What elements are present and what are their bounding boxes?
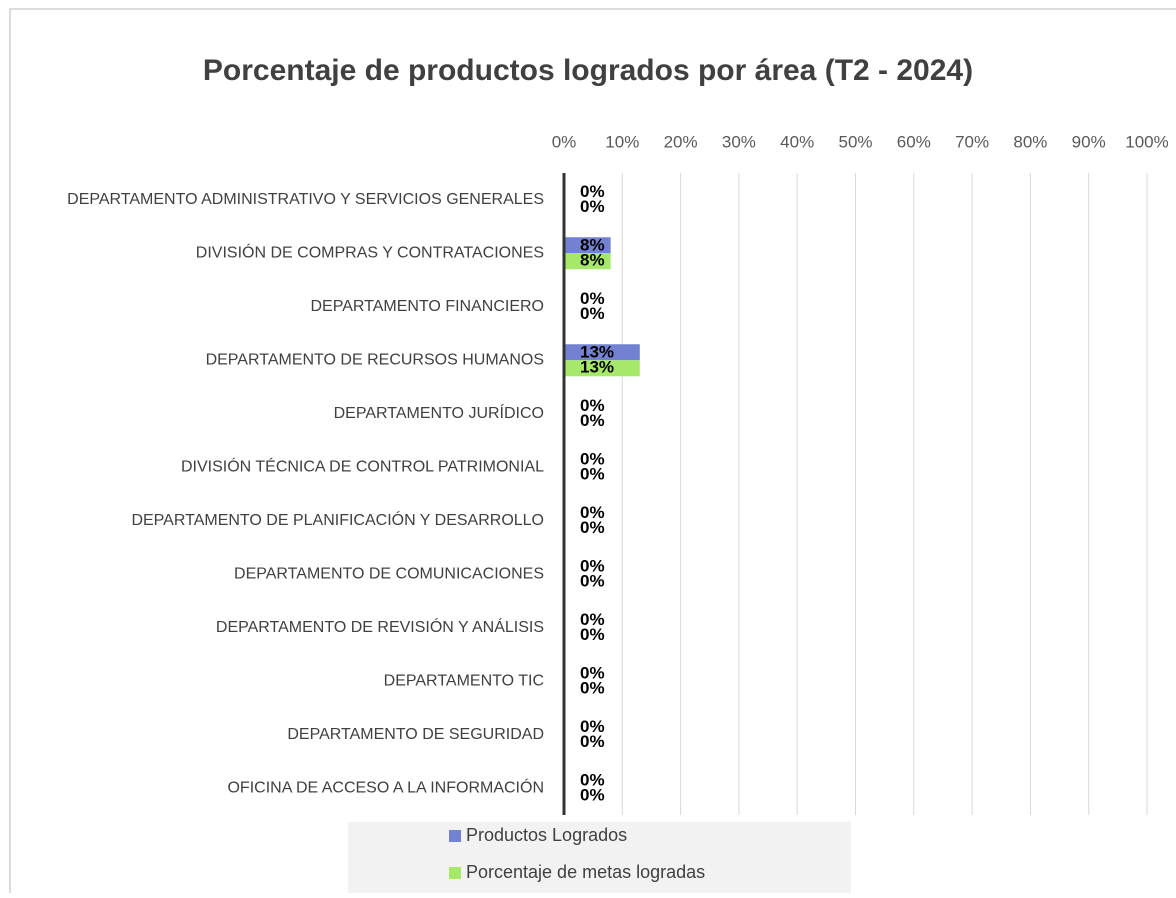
data-label: 0% <box>580 450 605 469</box>
x-tick-label: 50% <box>838 132 872 151</box>
data-label: 0% <box>580 503 605 522</box>
x-tick-label: 30% <box>722 132 756 151</box>
y-tick-label: DEPARTAMENTO DE REVISIÓN Y ANÁLISIS <box>216 617 544 636</box>
data-label: 0% <box>580 304 605 323</box>
y-tick-label: DIVISIÓN TÉCNICA DE CONTROL PATRIMONIAL <box>181 456 544 475</box>
x-tick-label: 40% <box>780 132 814 151</box>
x-tick-label: 80% <box>1013 132 1047 151</box>
data-label: 13% <box>580 343 614 362</box>
y-tick-label: DEPARTAMENTO JURÍDICO <box>334 403 544 422</box>
y-tick-label: DEPARTAMENTO FINANCIERO <box>310 298 544 315</box>
data-label: 13% <box>580 358 614 377</box>
data-label: 0% <box>580 197 605 216</box>
data-label: 8% <box>580 251 605 270</box>
chart-title: Porcentaje de productos logrados por áre… <box>203 54 973 87</box>
data-label: 0% <box>580 771 605 790</box>
chart-border <box>9 8 1176 898</box>
x-tick-label: 70% <box>955 132 989 151</box>
legend-box <box>348 822 851 897</box>
legend-label: Productos Logrados <box>466 825 627 845</box>
y-tick-label: OFICINA DE ACCESO A LA INFORMACIÓN <box>227 777 544 796</box>
bar <box>564 253 611 270</box>
x-tick-label: 60% <box>897 132 931 151</box>
data-label: 0% <box>580 518 605 537</box>
y-tick-label: DEPARTAMENTO DE COMUNICACIONES <box>234 565 544 582</box>
data-label: 0% <box>580 610 605 629</box>
data-label: 0% <box>580 717 605 736</box>
data-label: 0% <box>580 411 605 430</box>
legend-swatch <box>449 830 461 842</box>
data-label: 0% <box>580 625 605 644</box>
x-tick-label: 10% <box>605 132 639 151</box>
legend-label: Porcentaje de metas logradas <box>466 862 705 882</box>
bar <box>564 360 640 377</box>
x-tick-label: 0% <box>552 132 577 151</box>
y-tick-label: DIVISIÓN DE COMPRAS Y CONTRATACIONES <box>196 242 544 261</box>
y-tick-label: DEPARTAMENTO ADMINISTRATIVO Y SERVICIOS … <box>67 191 544 208</box>
y-tick-label: DEPARTAMENTO TIC <box>384 672 544 689</box>
y-tick-label: DEPARTAMENTO DE RECURSOS HUMANOS <box>206 351 544 368</box>
data-label: 0% <box>580 465 605 484</box>
x-tick-label: 100% <box>1125 132 1168 151</box>
bar <box>564 237 611 254</box>
data-label: 8% <box>580 236 605 255</box>
data-label: 0% <box>580 732 605 751</box>
data-label: 0% <box>580 289 605 308</box>
x-tick-label: 20% <box>664 132 698 151</box>
data-label: 0% <box>580 572 605 591</box>
data-label: 0% <box>580 786 605 805</box>
y-tick-label: DEPARTAMENTO DE PLANIFICACIÓN Y DESARROL… <box>131 510 544 529</box>
data-label: 0% <box>580 664 605 683</box>
legend-swatch <box>449 867 461 879</box>
data-label: 0% <box>580 396 605 415</box>
data-label: 0% <box>580 679 605 698</box>
data-label: 0% <box>580 557 605 576</box>
y-tick-label: DEPARTAMENTO DE SEGURIDAD <box>287 726 544 743</box>
x-tick-label: 90% <box>1072 132 1106 151</box>
data-label: 0% <box>580 182 605 201</box>
bar <box>564 344 640 361</box>
